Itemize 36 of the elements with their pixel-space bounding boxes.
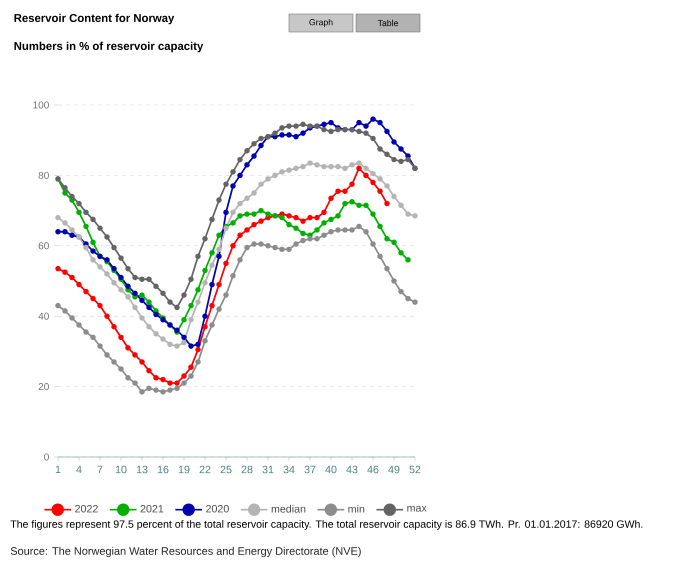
x-tick-label: 40 xyxy=(325,466,337,474)
x-tick-label: 19 xyxy=(178,466,190,474)
x-tick-label: 28 xyxy=(242,466,252,474)
y-tick-label: 0 xyxy=(44,453,49,461)
x-tick-label: 37 xyxy=(304,466,316,474)
y-tick-label: 40 xyxy=(38,312,49,320)
x-tick-label: 31 xyxy=(262,466,274,474)
y-tick-label: 80 xyxy=(38,172,49,179)
legend-label: 2020 xyxy=(206,504,229,513)
x-tick-label: 43 xyxy=(346,466,358,474)
legend-label: median xyxy=(272,504,306,513)
y-tick-label: 20 xyxy=(38,383,49,390)
chart-subtitle: Numbers in % of reservoir capacity xyxy=(14,42,204,52)
x-tick-label: 49 xyxy=(388,466,400,474)
x-tick-label: 25 xyxy=(220,466,232,474)
legend-label: min xyxy=(348,504,364,513)
legend-label: 2021 xyxy=(140,504,164,513)
x-tick-label: 22 xyxy=(200,466,210,474)
text: Graph xyxy=(309,18,332,28)
legend-label: 2022 xyxy=(75,504,98,513)
x-tick-label: 16 xyxy=(158,466,168,474)
y-tick-label: 60 xyxy=(38,242,49,250)
x-tick-label: 4 xyxy=(76,466,82,474)
x-tick-label: 52 xyxy=(409,466,420,474)
y-tick-label: 100 xyxy=(33,101,49,109)
chart-title: Reservoir Content for Norway xyxy=(14,14,174,24)
x-tick-label: 1 xyxy=(56,466,60,474)
legend-label: max xyxy=(407,506,427,512)
text: The figures represent 97.5 percent of the total reservoir capacity. The total reservoir capacity is 86.9 TWh. Pr. 01.01.2017: 86920 GWh. xyxy=(10,520,642,530)
x-tick-label: 46 xyxy=(367,466,378,474)
x-tick-label: 34 xyxy=(283,466,295,474)
x-tick-label: 10 xyxy=(116,466,127,474)
source-note: Source: The Norwegian Water Resources and Energy Directorate (NVE) xyxy=(10,546,361,558)
x-tick-label: 13 xyxy=(136,466,148,474)
text: Table xyxy=(378,20,398,26)
x-tick-label: 7 xyxy=(98,466,102,474)
